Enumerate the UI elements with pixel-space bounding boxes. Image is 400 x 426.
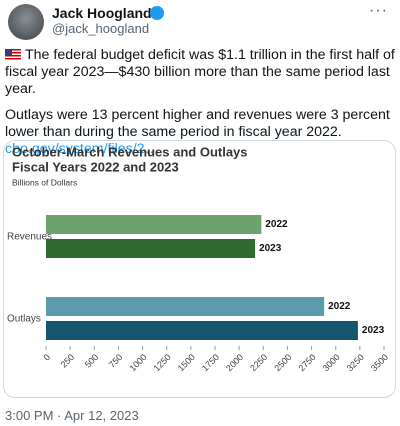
- x-tick-label: 1500: [176, 352, 197, 373]
- chart-title: October-March Revenues and Outlays: [12, 144, 248, 159]
- x-tick-label: 250: [59, 352, 77, 370]
- verified-badge: [150, 6, 164, 20]
- category-label: Outlays: [7, 314, 41, 325]
- bar-label: 2023: [362, 325, 385, 336]
- bar-label: 2023: [259, 243, 282, 254]
- chart-subtitle: Fiscal Years 2022 and 2023: [12, 159, 179, 174]
- link[interactable]: cbo.gov/system/files/2…: [5, 141, 159, 157]
- chart: October-March Revenues and Outlays Fisca…: [7, 144, 390, 373]
- paragraph: The federal budget deficit was $1.1 tril…: [5, 47, 395, 97]
- x-tick-label: 500: [83, 352, 101, 370]
- flag-emoji: [5, 49, 21, 60]
- x-tick-label: 3250: [345, 352, 366, 373]
- x-tick-label: 2500: [272, 352, 293, 373]
- x-tick-label: 2750: [296, 352, 317, 373]
- bar: [46, 297, 325, 316]
- x-tick-label: 0: [41, 352, 52, 363]
- bar: [46, 215, 262, 234]
- category-label: Revenues: [7, 232, 52, 243]
- more-button[interactable]: ···: [369, 2, 388, 19]
- x-tick-label: 1000: [127, 352, 148, 373]
- bar-label: 2022: [265, 219, 288, 230]
- x-tick-label: 750: [107, 352, 125, 370]
- bar-label: 2022: [328, 301, 351, 312]
- paragraph: Outlays were 13 percent higher and reven…: [5, 107, 390, 140]
- bar: [46, 239, 256, 258]
- axis-label: Billions of Dollars: [12, 177, 77, 187]
- media-card[interactable]: October-March Revenues and Outlays Fisca…: [3, 140, 396, 398]
- x-tick-label: 3500: [369, 352, 390, 373]
- avatar[interactable]: [8, 4, 44, 40]
- timestamp[interactable]: 3:00 PM · Apr 12, 2023: [5, 408, 139, 423]
- x-tick-label: 3000: [321, 352, 342, 373]
- tweet-text: The federal budget deficit was $1.1 tril…: [5, 47, 397, 158]
- author-name[interactable]: Jack Hoogland: [52, 5, 152, 21]
- x-tick-label: 2250: [248, 352, 269, 373]
- bar: [46, 321, 358, 340]
- x-tick-label: 1750: [200, 352, 221, 373]
- x-tick-label: 2000: [224, 352, 245, 373]
- author-handle[interactable]: @jack_hoogland: [52, 21, 150, 36]
- x-tick-label: 1250: [152, 352, 173, 373]
